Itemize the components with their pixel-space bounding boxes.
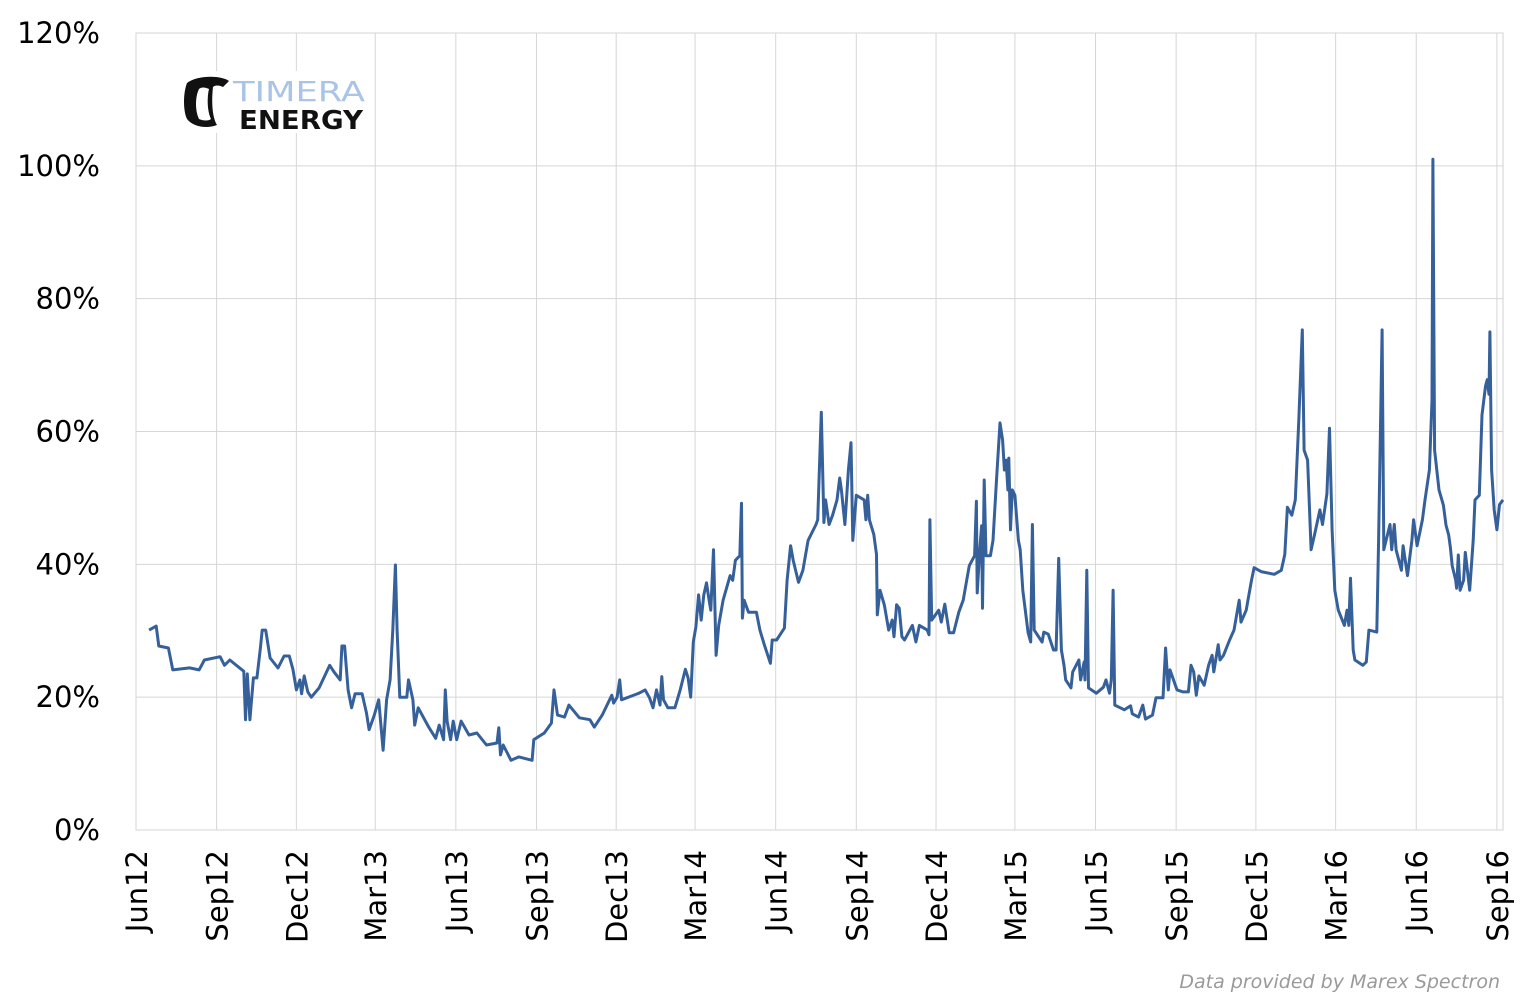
x-tick-label: Dec15 <box>1240 850 1274 943</box>
y-tick-label: 120% <box>17 16 100 50</box>
x-tick-label: Jun14 <box>760 850 794 934</box>
x-tick-label: Jun15 <box>1080 850 1114 934</box>
x-tick-label: Sep16 <box>1481 850 1515 942</box>
y-tick-label: 40% <box>36 547 100 581</box>
y-tick-label: 100% <box>17 149 100 183</box>
x-tick-label: Sep15 <box>1160 850 1194 942</box>
y-tick-label: 60% <box>36 415 100 449</box>
x-tick-label: Mar15 <box>999 850 1033 942</box>
grid <box>135 32 1504 831</box>
x-tick-label: Jun13 <box>440 850 474 934</box>
y-axis: 0% 20% 40% 60% 80% 100% 120% <box>17 16 100 847</box>
source-note: Data provided by Marex Spectron <box>1179 971 1500 993</box>
y-tick-label: 20% <box>36 680 100 714</box>
x-tick-label: Jun12 <box>120 850 154 934</box>
y-tick-label: 0% <box>54 813 100 847</box>
timera-energy-logo: TIMERA ENERGY <box>179 71 365 136</box>
x-tick-label: Dec14 <box>920 850 954 943</box>
x-tick-label: Jun16 <box>1400 850 1434 934</box>
y-tick-label: 80% <box>36 282 100 316</box>
x-tick-label: Mar13 <box>359 850 393 942</box>
x-tick-label: Dec13 <box>600 850 634 943</box>
x-tick-label: Dec12 <box>280 850 314 943</box>
x-tick-label: Mar16 <box>1320 850 1354 942</box>
x-tick-label: Sep13 <box>520 850 554 942</box>
logo-text-energy: ENERGY <box>239 106 364 136</box>
x-tick-label: Mar14 <box>679 850 713 942</box>
series-line <box>148 157 1505 762</box>
logo-mark-icon <box>184 76 229 127</box>
x-tick-label: Sep14 <box>840 850 874 942</box>
x-axis: Jun12 Sep12 Dec12 Mar13 Jun13 Sep13 Dec13 Mar14… <box>120 850 1515 943</box>
x-tick-label: Sep12 <box>201 850 235 942</box>
logo-text-timera: TIMERA <box>232 75 365 108</box>
